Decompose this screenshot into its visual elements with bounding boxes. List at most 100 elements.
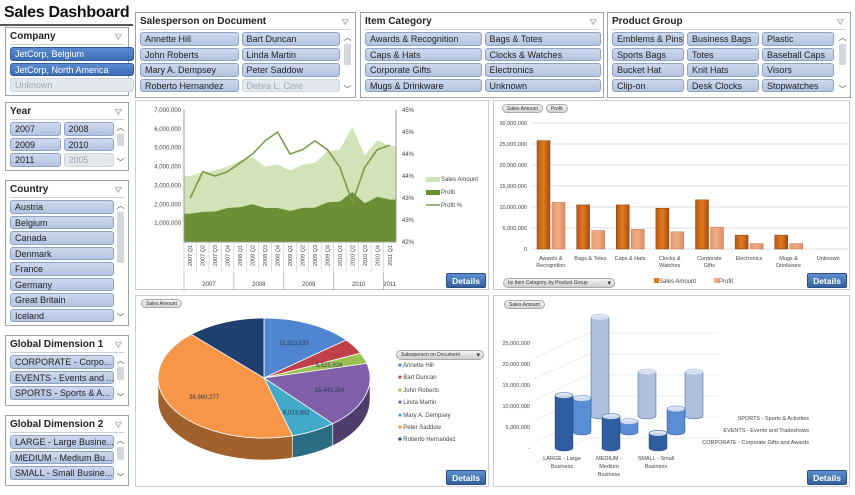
slicer-item[interactable]: JetCorp, Belgium: [10, 47, 134, 61]
axis-field-dropdown[interactable]: by Item Category, by Product Group: [503, 278, 615, 288]
clear-filter-icon[interactable]: ⛛: [114, 340, 122, 350]
details-button[interactable]: Details: [807, 273, 847, 288]
scrollbar[interactable]: ︿ ﹀: [116, 355, 125, 403]
slicer-item[interactable]: CORPORATE - Corpo...: [10, 355, 114, 369]
slicer-item[interactable]: SMALL - Small Busine...: [10, 466, 114, 480]
legend-item: ■ Roberto Hernandez: [398, 437, 456, 443]
slicer-item[interactable]: LARGE - Large Busine...: [10, 435, 114, 449]
slicer-item[interactable]: Knit Hats: [687, 63, 759, 77]
slicer-item[interactable]: Iceland: [10, 308, 114, 322]
scroll-thumb[interactable]: [117, 212, 124, 263]
pie-data-label: 36,960,277: [189, 395, 220, 401]
legend-profit: Profit: [714, 278, 733, 285]
cylinder-body: [684, 371, 704, 420]
clear-filter-icon[interactable]: ⛛: [114, 420, 122, 430]
slicer-item[interactable]: Mugs & Drinkware: [365, 78, 482, 92]
slicer-item[interactable]: Linda Martin: [241, 47, 340, 61]
details-button[interactable]: Details: [807, 470, 847, 485]
slicer-item[interactable]: Awards & Recognition: [365, 32, 482, 46]
scroll-thumb[interactable]: [344, 44, 351, 65]
slicer-item[interactable]: Austria: [10, 200, 114, 214]
slicer-item[interactable]: Stopwatches: [762, 78, 834, 92]
slicer-item[interactable]: EVENTS - Events and ...: [10, 370, 114, 384]
scroll-thumb[interactable]: [117, 134, 124, 146]
chevron-down-icon[interactable]: ﹀: [116, 313, 125, 322]
slicer-item[interactable]: Bucket Hat: [612, 63, 684, 77]
clear-filter-icon[interactable]: ⛛: [341, 17, 349, 27]
slicer-item[interactable]: MEDIUM - Medium Bu...: [10, 450, 114, 464]
slicer-item[interactable]: 2008: [63, 122, 114, 136]
slicer-item[interactable]: Great Britain: [10, 293, 114, 307]
clear-filter-icon[interactable]: ⛛: [589, 17, 597, 27]
slicer-item[interactable]: 2011: [10, 153, 61, 167]
slicer-title: Item Category ⛛: [365, 15, 599, 30]
slicer-item[interactable]: Unknown: [10, 78, 134, 92]
slicer-item[interactable]: 2010: [63, 137, 114, 151]
scrollbar[interactable]: ︿ ﹀: [343, 32, 352, 95]
scrollbar[interactable]: ︿ ﹀: [116, 122, 125, 168]
field-button-sales-amount[interactable]: Sales Amount: [504, 300, 545, 309]
slicer-item[interactable]: Electronics: [484, 63, 601, 77]
slicer-item[interactable]: Corporate Gifts: [365, 63, 482, 77]
scroll-thumb[interactable]: [117, 447, 124, 460]
chevron-up-icon[interactable]: ︿: [116, 123, 125, 132]
slicer-item[interactable]: JetCorp, North America: [10, 62, 134, 76]
chevron-up-icon[interactable]: ︿: [116, 356, 125, 365]
slicer-item[interactable]: Baseball Caps: [762, 47, 834, 61]
slicer-item[interactable]: 2005: [63, 153, 114, 167]
slicer-item[interactable]: Roberto Hernandez: [140, 78, 239, 92]
clear-filter-icon[interactable]: ⛛: [114, 32, 122, 42]
legend-field-dropdown[interactable]: Salesperson on Document: [396, 350, 484, 360]
clear-filter-icon[interactable]: ⛛: [114, 185, 122, 195]
label-line: Business: [551, 464, 574, 470]
chevron-down-icon[interactable]: ﹀: [838, 85, 847, 94]
chevron-up-icon[interactable]: ︿: [838, 33, 847, 42]
clear-filter-icon[interactable]: ⛛: [836, 17, 844, 27]
slicer-item[interactable]: John Roberts: [140, 47, 239, 61]
slicer-item[interactable]: France: [10, 262, 114, 276]
slicer-item[interactable]: Emblems & Pins: [612, 32, 684, 46]
scroll-thumb[interactable]: [117, 367, 124, 380]
slicer-item[interactable]: Visors: [762, 63, 834, 77]
chevron-down-icon[interactable]: ﹀: [116, 473, 125, 482]
slicer-item[interactable]: Clocks & Watches: [484, 47, 601, 61]
slicer-item[interactable]: Peter Saddow: [241, 63, 340, 77]
field-button-profit[interactable]: Profit: [546, 104, 568, 113]
chevron-up-icon[interactable]: ︿: [343, 33, 352, 42]
scrollbar[interactable]: ︿ ﹀: [116, 435, 125, 483]
details-button[interactable]: Details: [446, 273, 486, 288]
x-category-label: Corporate Gifts: [697, 256, 721, 269]
slicer-item[interactable]: Business Bags: [687, 32, 759, 46]
slicer-item[interactable]: 2009: [10, 137, 61, 151]
slicer-item[interactable]: Clip-on: [612, 78, 684, 92]
slicer-item[interactable]: Germany: [10, 277, 114, 291]
scrollbar[interactable]: ︿ ﹀: [116, 200, 125, 323]
slicer-item[interactable]: Debra L. Core: [241, 78, 340, 92]
field-button-sales-amount[interactable]: Sales Amount: [141, 299, 182, 308]
clear-filter-icon[interactable]: ⛛: [114, 107, 122, 117]
slicer-item[interactable]: Mary A. Dempsey: [140, 63, 239, 77]
chevron-down-icon[interactable]: ﹀: [116, 393, 125, 402]
field-button-sales-amount[interactable]: Sales Amount: [502, 104, 543, 113]
slicer-item[interactable]: Denmark: [10, 246, 114, 260]
scrollbar[interactable]: ︿ ﹀: [838, 32, 847, 95]
slicer-item[interactable]: Plastic: [762, 32, 834, 46]
slicer-item[interactable]: Canada: [10, 231, 114, 245]
slicer-item[interactable]: SPORTS - Sports & A...: [10, 386, 114, 400]
slicer-item[interactable]: Annette Hill: [140, 32, 239, 46]
chevron-up-icon[interactable]: ︿: [116, 436, 125, 445]
scroll-thumb[interactable]: [839, 44, 846, 65]
slicer-item[interactable]: Sports Bags: [612, 47, 684, 61]
slicer-item[interactable]: Desk Clocks: [687, 78, 759, 92]
chevron-down-icon[interactable]: ﹀: [343, 85, 352, 94]
slicer-item[interactable]: Caps & Hats: [365, 47, 482, 61]
slicer-item[interactable]: Unknown: [484, 78, 601, 92]
slicer-item[interactable]: Bart Duncan: [241, 32, 340, 46]
chevron-up-icon[interactable]: ︿: [116, 201, 125, 210]
slicer-item[interactable]: Totes: [687, 47, 759, 61]
slicer-item[interactable]: Bags & Totes: [484, 32, 601, 46]
slicer-item[interactable]: 2007: [10, 122, 61, 136]
details-button[interactable]: Details: [446, 470, 486, 485]
slicer-item[interactable]: Belgium: [10, 215, 114, 229]
chevron-down-icon[interactable]: ﹀: [116, 158, 125, 167]
